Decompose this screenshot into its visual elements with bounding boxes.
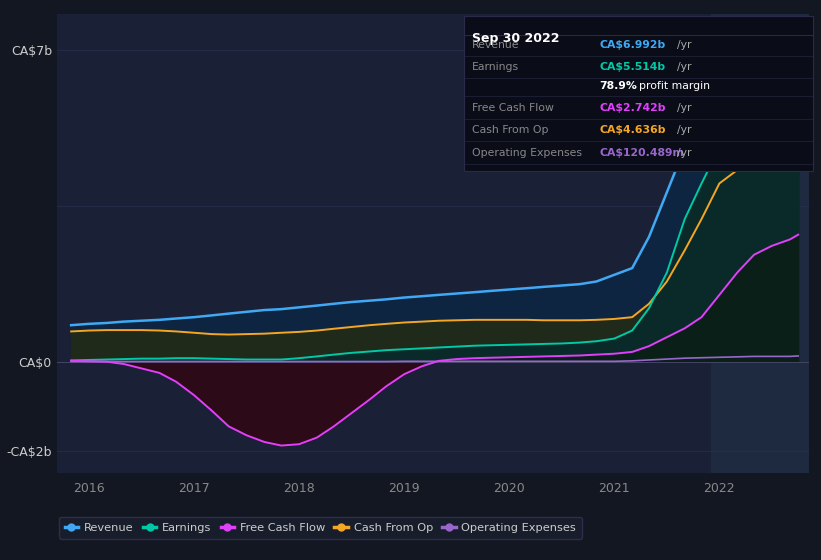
- Text: Cash From Op: Cash From Op: [472, 125, 548, 136]
- Text: Free Cash Flow: Free Cash Flow: [472, 103, 554, 113]
- Text: CA$2.742b: CA$2.742b: [599, 103, 666, 113]
- Text: 78.9%: 78.9%: [599, 81, 637, 91]
- Text: /yr: /yr: [677, 148, 692, 158]
- Text: Earnings: Earnings: [472, 62, 519, 72]
- Text: CA$4.636b: CA$4.636b: [599, 125, 666, 136]
- Text: Revenue: Revenue: [472, 40, 520, 50]
- Bar: [711, 14, 809, 473]
- Text: Sep 30 2022: Sep 30 2022: [472, 32, 560, 45]
- Text: /yr: /yr: [677, 62, 692, 72]
- Text: CA$6.992b: CA$6.992b: [599, 40, 666, 50]
- Text: profit margin: profit margin: [639, 81, 709, 91]
- Text: /yr: /yr: [677, 103, 692, 113]
- Text: Operating Expenses: Operating Expenses: [472, 148, 582, 158]
- Text: CA$120.489m: CA$120.489m: [599, 148, 684, 158]
- Text: /yr: /yr: [677, 40, 692, 50]
- Text: CA$5.514b: CA$5.514b: [599, 62, 666, 72]
- Legend: Revenue, Earnings, Free Cash Flow, Cash From Op, Operating Expenses: Revenue, Earnings, Free Cash Flow, Cash …: [59, 517, 582, 539]
- Text: /yr: /yr: [677, 125, 692, 136]
